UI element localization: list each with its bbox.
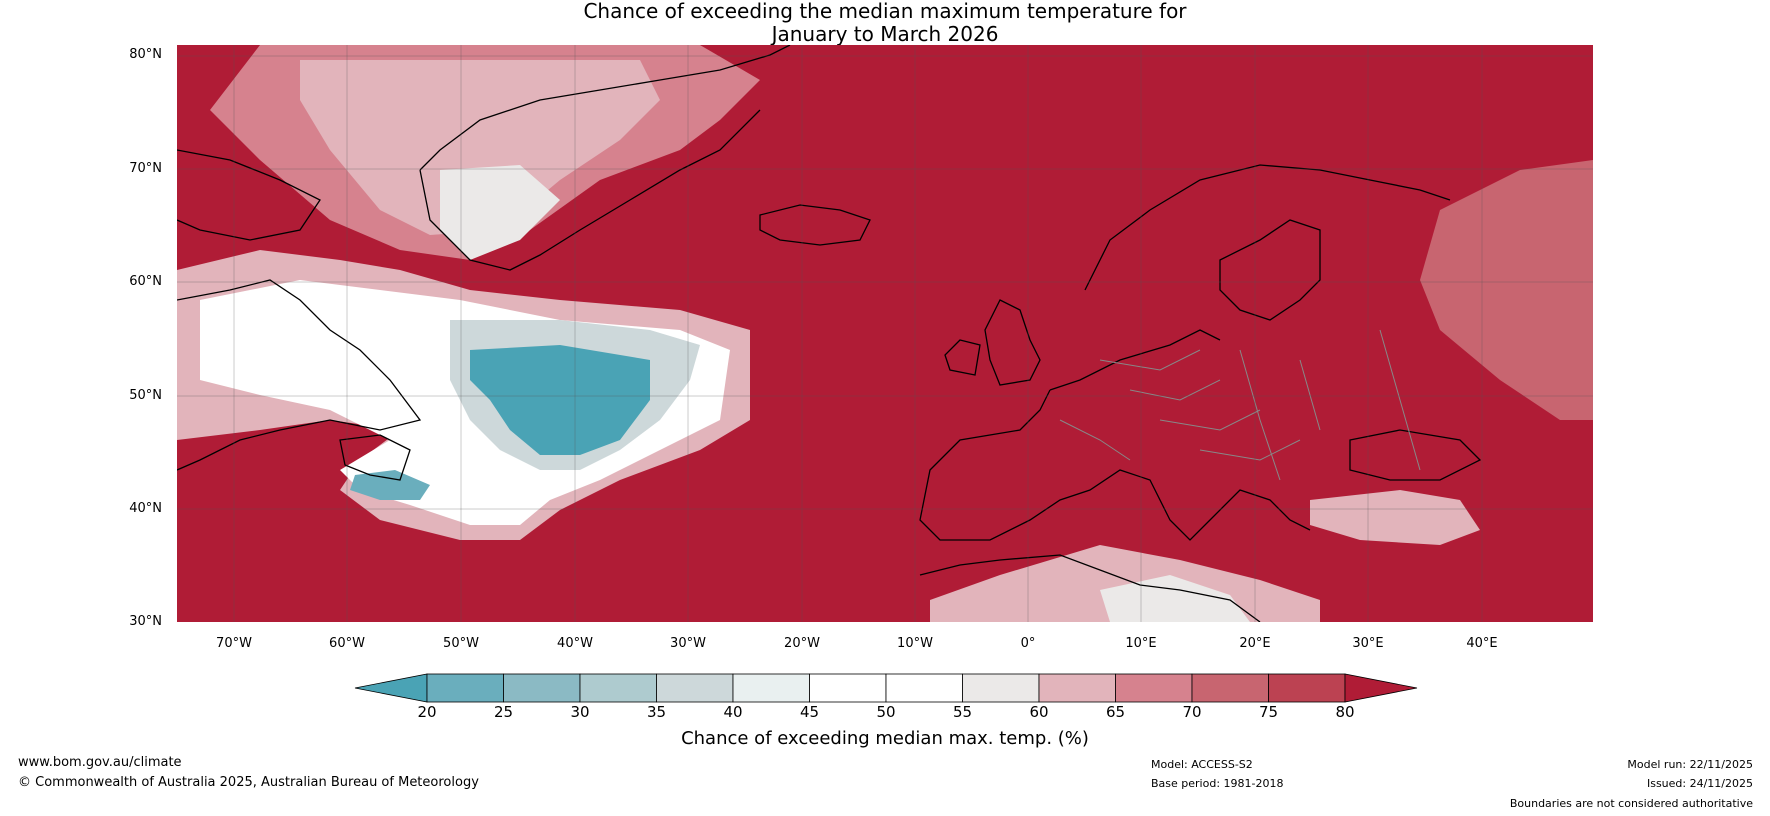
colorbar-tick-60: 60 [1029, 703, 1049, 721]
lon-label-40e: 40°E [1466, 636, 1498, 651]
east-europe-pale-region [1420, 160, 1593, 420]
colorbar-segment-55 [962, 673, 1040, 703]
map-field [177, 45, 1593, 622]
colorbar [354, 673, 1418, 703]
colorbar-segment-45 [809, 673, 887, 703]
atlantic-teal-south [350, 470, 430, 500]
footer-base-period: Base period: 1981-2018 [1151, 777, 1284, 790]
colorbar-segment-50 [885, 673, 963, 703]
footer-copyright: © Commonwealth of Australia 2025, Austra… [18, 775, 479, 790]
lon-label-10e: 10°E [1125, 636, 1157, 651]
labrador-coastline [177, 279, 422, 471]
colorbar-segment-65 [1115, 673, 1193, 703]
lon-label-20w: 20°W [784, 636, 820, 651]
colorbar-extend-high [1344, 673, 1418, 703]
turkey-pale-region [1310, 490, 1480, 545]
lat-label-60n: 60°N [129, 274, 162, 289]
black-sea-coastline [1349, 429, 1482, 481]
colorbar-tick-20: 20 [417, 703, 437, 721]
greenland-coastline [419, 45, 791, 271]
colorbar-segment-30 [579, 673, 657, 703]
graticule [177, 45, 1593, 622]
country-borders [1059, 329, 1421, 481]
footer-model: Model: ACCESS-S2 [1151, 758, 1253, 771]
colorbar-tick-55: 55 [952, 703, 973, 721]
lon-label-20e: 20°E [1239, 636, 1271, 651]
lon-label-70w: 70°W [216, 636, 252, 651]
lon-label-10w: 10°W [897, 636, 933, 651]
colorbar-segment-60 [1038, 673, 1116, 703]
lat-label-70n: 70°N [129, 161, 162, 176]
north-africa-white-region [1100, 575, 1250, 622]
colorbar-tick-40: 40 [723, 703, 743, 721]
lon-label-30w: 30°W [670, 636, 706, 651]
lat-label-40n: 40°N [129, 501, 162, 516]
colorbar-tick-50: 50 [876, 703, 896, 721]
colorbar-tick-45: 45 [799, 703, 820, 721]
iceland-coastline [759, 204, 871, 246]
africa-coastline [919, 554, 1261, 622]
colorbar-tick-25: 25 [493, 703, 514, 721]
colorbar-tick-65: 65 [1105, 703, 1126, 721]
colorbar-extend-low [354, 673, 428, 703]
footer-issued: Issued: 24/11/2025 [1646, 777, 1753, 790]
lat-label-30n: 30°N [129, 614, 162, 629]
lat-label-80n: 80°N [129, 47, 162, 62]
baffin-coastline [177, 149, 321, 241]
atlantic-teal-core [470, 345, 650, 455]
colorbar-segment-70 [1191, 673, 1269, 703]
colorbar-segment-40 [732, 673, 810, 703]
colorbar-tick-80: 80 [1335, 703, 1355, 721]
colorbar-segment-75 [1268, 673, 1346, 703]
colorbar-segment-35 [656, 673, 734, 703]
colorbar-tick-30: 30 [570, 703, 590, 721]
colorbar-tick-35: 35 [646, 703, 667, 721]
lon-label-30e: 30°E [1352, 636, 1384, 651]
colorbar-label: Chance of exceeding median max. temp. (%… [681, 728, 1089, 749]
scandinavia-coastline [1084, 164, 1451, 321]
colorbar-segment-25 [503, 673, 581, 703]
footer-disclaimer: Boundaries are not considered authoritat… [1509, 797, 1753, 810]
lon-label-50w: 50°W [443, 636, 479, 651]
map-title-line1: Chance of exceeding the median maximum t… [583, 0, 1187, 23]
colorbar-tick-75: 75 [1258, 703, 1279, 721]
newfoundland-coastline [339, 434, 411, 481]
lon-label-40w: 40°W [557, 636, 593, 651]
europe-coastline [919, 329, 1311, 541]
map-title-line2: January to March 2026 [771, 22, 999, 46]
colorbar-segment-20 [426, 673, 504, 703]
lon-label-60w: 60°W [329, 636, 365, 651]
colorbar-tick-70: 70 [1182, 703, 1202, 721]
lat-label-50n: 50°N [129, 388, 162, 403]
footer-model-run: Model run: 22/11/2025 [1627, 758, 1753, 771]
greenland-light-region [300, 60, 660, 235]
greenland-white-region [440, 165, 560, 260]
lon-label-0: 0° [1020, 636, 1036, 651]
british-isles-coastline [944, 299, 1041, 386]
coastlines [177, 45, 1482, 622]
footer-website: www.bom.gov.au/climate [18, 755, 182, 770]
